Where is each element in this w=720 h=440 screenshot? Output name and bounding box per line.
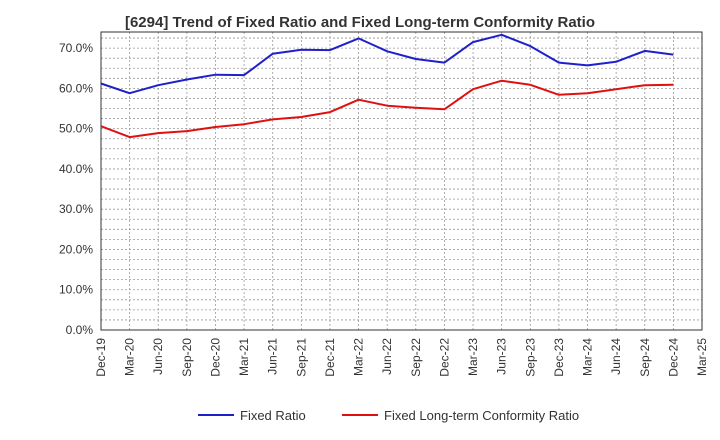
- x-tick-label: Dec-24: [666, 338, 680, 377]
- x-tick-label: Dec-21: [323, 338, 337, 377]
- x-tick-label: Dec-22: [437, 338, 451, 377]
- plot-area: [100, 31, 703, 331]
- x-tick-label: Sep-21: [294, 338, 308, 377]
- series-line-2: [100, 79, 674, 139]
- x-tick-label: Jun-21: [266, 338, 280, 375]
- x-tick-label: Mar-23: [466, 338, 480, 376]
- plot-frame: [100, 31, 703, 331]
- x-tick-label: Mar-24: [581, 338, 595, 376]
- y-tick-label: 40.0%: [59, 162, 93, 176]
- y-tick-label: 30.0%: [59, 202, 93, 216]
- y-tick-label: 10.0%: [59, 283, 93, 297]
- x-tick-label: Mar-22: [352, 338, 366, 376]
- x-tick-label: Sep-22: [409, 338, 423, 377]
- x-tick-label: Jun-22: [380, 338, 394, 375]
- x-tick-label: Mar-25: [695, 338, 709, 376]
- x-tick-label: Sep-20: [180, 338, 194, 377]
- series-line-1: [100, 33, 674, 95]
- y-tick-label: 0.0%: [66, 323, 94, 337]
- y-tick-label: 20.0%: [59, 242, 93, 256]
- chart-title: [6294] Trend of Fixed Ratio and Fixed Lo…: [124, 14, 596, 31]
- x-tick-label: Jun-23: [495, 338, 509, 375]
- x-tick-label: Mar-20: [123, 338, 137, 376]
- x-tick-label: Sep-23: [523, 338, 537, 377]
- x-tick-label: Sep-24: [638, 338, 652, 377]
- x-tick-label: Dec-23: [552, 338, 566, 377]
- legend-label-1: Fixed Ratio: [240, 408, 306, 423]
- x-tick-label: Dec-19: [94, 338, 108, 377]
- x-tick-label: Jun-20: [151, 338, 165, 375]
- x-tick-label: Mar-21: [237, 338, 251, 376]
- x-tick-label: Jun-24: [609, 338, 623, 375]
- y-tick-label: 50.0%: [59, 122, 93, 136]
- x-tick-label: Dec-20: [208, 338, 222, 377]
- legend-label-2: Fixed Long-term Conformity Ratio: [384, 408, 579, 423]
- y-tick-label: 70.0%: [59, 41, 93, 55]
- y-tick-label: 60.0%: [59, 81, 93, 95]
